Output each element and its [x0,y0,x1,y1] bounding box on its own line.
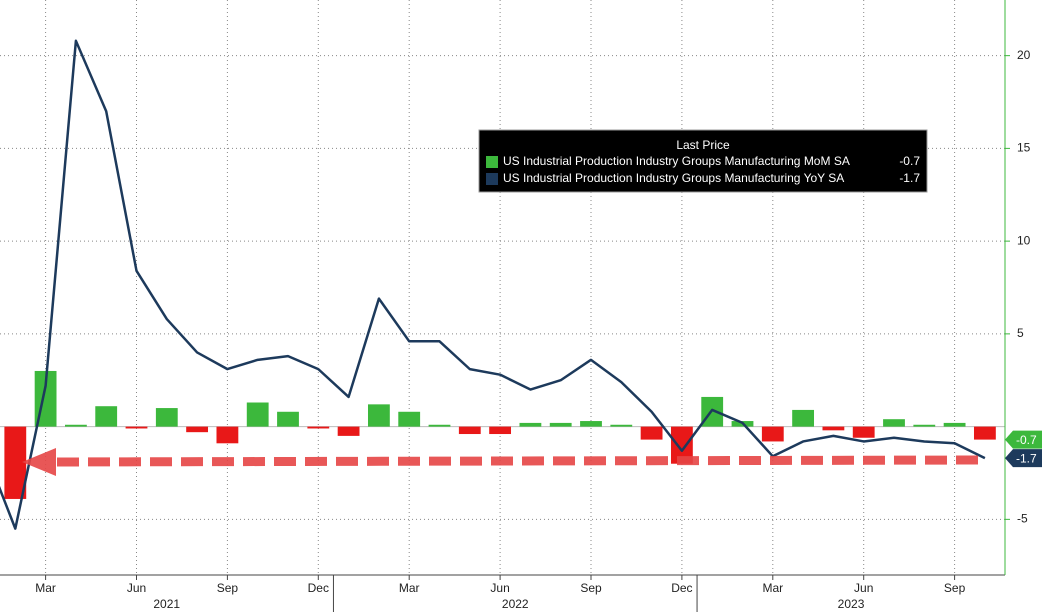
bar [519,422,542,427]
y-tick-label: 20 [1017,48,1031,62]
bar [125,426,148,429]
last-value-label: -0.7 [1016,433,1037,447]
bar [64,424,87,427]
bar [640,426,663,440]
bar [398,411,421,427]
arrow-shaft [51,455,979,467]
bar [458,426,481,435]
bar [852,426,875,438]
year-label: 2022 [502,597,529,611]
legend-box [478,129,928,193]
bar [337,426,360,436]
annotation [22,448,979,476]
last-value-tag [1005,430,1042,449]
x-tick-label: Sep [580,581,602,595]
bar [761,426,784,442]
x-tick-label: Mar [35,581,56,595]
legend-swatch [486,156,498,168]
x-tick-label: Dec [671,581,692,595]
bar [367,404,390,427]
x-tick-label: Jun [127,581,146,595]
bar [246,402,269,427]
y-tick-label: 5 [1017,326,1024,340]
arrow-head [22,448,56,476]
bar [973,426,996,440]
x-tick-label: Sep [944,581,966,595]
x-tick-label: Jun [490,581,509,595]
bar [610,424,633,427]
bar [428,424,451,427]
grid [0,0,1005,575]
bar [216,426,239,444]
last-value-label: -1.7 [1016,451,1037,465]
bar [883,419,905,427]
legend: Last Price US Industrial Production Indu… [478,129,928,193]
plot-area [0,39,996,530]
year-label: 2023 [838,597,865,611]
bar [822,426,845,431]
bar [95,406,118,427]
bar [489,426,512,435]
line [0,39,986,530]
x-tick-label: Mar [399,581,420,595]
bar [155,408,178,427]
x-tick-label: Mar [762,581,783,595]
x-tick-label: Dec [308,581,329,595]
legend-label: US Industrial Production Industry Groups… [503,154,850,168]
bar [913,424,936,427]
bar [277,411,299,427]
legend-value: -0.7 [899,154,920,168]
y-tick-label: -5 [1017,512,1028,526]
y-tick-label: 15 [1017,141,1031,155]
bar [792,409,815,427]
x-tick-label: Jun [854,581,873,595]
bar [4,426,27,499]
x-tick-label: Sep [217,581,239,595]
bar [186,426,209,433]
year-label: 2021 [153,597,180,611]
bar [307,426,330,429]
legend-title: Last Price [676,138,730,152]
last-value-tag [1005,449,1042,468]
legend-label: US Industrial Production Industry Groups… [503,171,844,185]
y-tick-label: 10 [1017,233,1031,247]
bar [670,426,693,464]
bar [580,421,602,427]
legend-swatch [486,173,498,185]
bar [549,422,572,427]
legend-value: -1.7 [899,171,920,185]
bar [943,422,966,427]
